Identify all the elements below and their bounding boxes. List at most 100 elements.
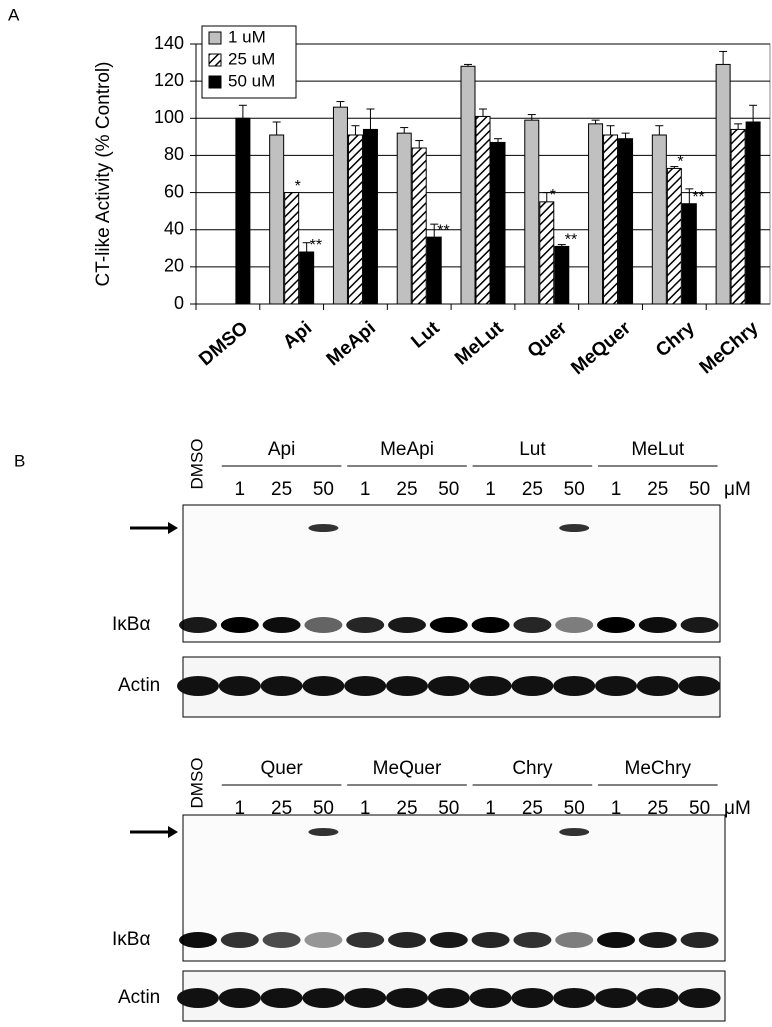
dose-label: 1: [485, 798, 496, 819]
bar: [554, 245, 570, 305]
arrow-head: [168, 826, 178, 838]
band: [553, 988, 596, 1008]
dose-label: 50: [564, 479, 585, 500]
group-label: MeLut: [631, 439, 685, 460]
dose-label: 1: [611, 798, 622, 819]
band: [220, 617, 259, 633]
row-label: Actin: [118, 987, 160, 1008]
band: [513, 932, 552, 948]
x-tick-label: MeLut: [451, 317, 508, 369]
bar: [730, 128, 746, 305]
bar: [269, 134, 285, 305]
dose-label: 50: [689, 479, 710, 500]
dose-label: 25: [647, 479, 668, 500]
band: [471, 617, 510, 633]
band: [638, 617, 677, 633]
band: [308, 828, 339, 836]
significance-label: *: [295, 178, 301, 195]
bar: [332, 106, 348, 305]
bar: [745, 121, 761, 305]
x-tick-label: Api: [279, 318, 316, 354]
band: [553, 676, 596, 696]
band: [344, 988, 387, 1008]
legend-label: 1 uM: [228, 27, 266, 46]
y-tick-label: 80: [164, 144, 184, 164]
dose-label: 25: [396, 479, 417, 500]
y-tick-label: 20: [164, 256, 184, 276]
bar: [475, 115, 491, 305]
band: [469, 988, 512, 1008]
bar: [426, 236, 442, 305]
dose-label: 25: [647, 798, 668, 819]
y-tick-label: 100: [154, 107, 184, 127]
band: [308, 524, 339, 532]
row-label: IκBα: [112, 614, 150, 635]
bar: [396, 132, 412, 305]
x-tick-label: MeApi: [323, 318, 380, 371]
band: [218, 988, 261, 1008]
bar: [299, 251, 315, 305]
significance-label: **: [437, 222, 449, 239]
band: [427, 988, 470, 1008]
band: [597, 932, 635, 948]
band: [597, 617, 635, 633]
bar: [460, 65, 476, 305]
x-tick-label: MeChry: [696, 317, 763, 378]
bar: [618, 138, 634, 305]
band: [513, 617, 552, 633]
legend-label: 50 uM: [228, 71, 275, 90]
bar: [411, 147, 427, 305]
significance-label: **: [310, 237, 322, 254]
dose-label: 50: [564, 798, 585, 819]
bar: [284, 192, 300, 305]
band: [429, 617, 468, 633]
dose-label: 50: [438, 479, 459, 500]
band: [220, 932, 259, 948]
dose-label: 1: [485, 479, 496, 500]
band: [678, 988, 721, 1008]
band: [179, 617, 217, 633]
bar: [490, 141, 506, 305]
bar: [235, 117, 251, 305]
x-tick-label: Lut: [408, 317, 445, 353]
bar: [681, 203, 697, 305]
band: [511, 988, 554, 1008]
band: [262, 617, 301, 633]
band: [555, 617, 594, 633]
unit-label: μM: [724, 479, 751, 500]
bar: [362, 128, 378, 305]
significance-label: **: [692, 189, 704, 206]
y-tick-label: 120: [154, 70, 184, 90]
band: [260, 676, 303, 696]
control-label: DMSO: [187, 758, 206, 809]
band: [386, 988, 428, 1008]
group-label: Chry: [512, 758, 553, 779]
significance-label: *: [677, 154, 683, 171]
legend-swatch: [208, 75, 222, 89]
dose-label: 1: [360, 798, 371, 819]
dose-label: 25: [522, 798, 543, 819]
y-tick-label: 40: [164, 218, 184, 238]
dose-label: 25: [271, 479, 292, 500]
band: [555, 932, 594, 948]
row-label: IκBα: [112, 929, 150, 950]
dose-label: 1: [235, 798, 246, 819]
band: [262, 932, 301, 948]
band: [511, 676, 554, 696]
band: [678, 676, 721, 696]
band: [346, 932, 385, 948]
band: [218, 676, 261, 696]
band: [636, 988, 679, 1008]
x-tick-label: DMSO: [195, 318, 252, 371]
band: [179, 932, 217, 948]
band: [177, 676, 219, 696]
band: [302, 676, 345, 696]
band: [471, 932, 510, 948]
dose-label: 25: [522, 479, 543, 500]
group-label: Api: [268, 439, 295, 460]
band: [304, 617, 343, 633]
band: [680, 932, 719, 948]
bar: [347, 134, 363, 305]
band: [595, 988, 637, 1008]
